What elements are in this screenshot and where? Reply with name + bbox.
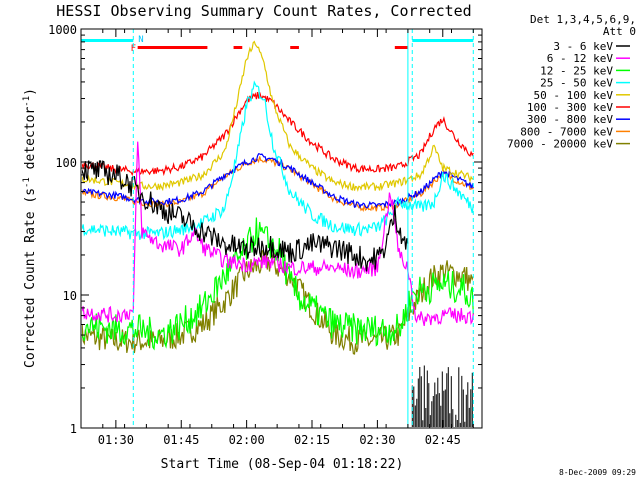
x-tick-label: 01:45 (163, 433, 199, 447)
night-bar (81, 39, 134, 42)
y-tick-label: 1000 (48, 23, 77, 37)
legend-entry-label: 12 - 25 keV (540, 64, 613, 77)
flare-flag-bar (394, 46, 408, 49)
x-tick-label: 02:30 (359, 433, 395, 447)
y-tick-label: 100 (55, 156, 77, 170)
detector-noise (411, 365, 473, 427)
y-axis-label: Corrected Count Rate (s-1 detector-1) (22, 88, 38, 368)
x-tick-label: 02:00 (229, 433, 265, 447)
flag-label-n: N (138, 35, 143, 45)
plot-frame (80, 28, 483, 429)
legend-entry-label: 800 - 7000 keV (520, 125, 613, 138)
plot-area (82, 40, 474, 427)
flare-flag-bar (137, 46, 208, 49)
chart-title: HESSI Observing Summary Count Rates, Cor… (56, 2, 471, 20)
footer-timestamp: 8-Dec-2009 09:29 (559, 468, 636, 477)
y-tick-label: 1 (70, 422, 77, 436)
legend-entry-label: 6 - 12 keV (547, 52, 614, 65)
series-line (82, 160, 409, 272)
legend-entry-label: 50 - 100 keV (534, 89, 614, 102)
legend-entry-label: 25 - 50 keV (540, 77, 613, 90)
flag-label-f: F (131, 44, 136, 54)
legend-header: Att 0 (603, 25, 636, 38)
flare-flag-bar (290, 46, 299, 49)
flare-flag-bars (137, 46, 408, 49)
y-tick-label: 10 (63, 289, 77, 303)
x-tick-label: 01:30 (98, 433, 134, 447)
y-axis: 1 10 100 1000 (48, 23, 482, 436)
flare-flag-bar (233, 46, 243, 49)
series-line (82, 248, 474, 355)
series-line (82, 40, 474, 192)
x-axis-label: Start Time (08-Sep-04 01:18:22) (161, 457, 404, 472)
legend-entry-label: 7000 - 20000 keV (507, 138, 613, 151)
legend-entry-label: 3 - 6 keV (553, 40, 613, 53)
night-bars (81, 39, 474, 42)
legend-entry-label: 300 - 800 keV (527, 113, 613, 126)
observing-boundaries (80, 29, 474, 428)
x-tick-label: 02:15 (294, 433, 330, 447)
x-axis: 01:30 01:45 02:00 02:15 02:30 02:45 (80, 29, 474, 447)
night-bar (412, 39, 474, 42)
series-line (82, 141, 474, 327)
legend-entry-label: 100 - 300 keV (527, 101, 613, 114)
x-tick-label: 02:45 (425, 433, 461, 447)
legend-header: Det 1,3,4,5,6,9, (530, 13, 636, 26)
